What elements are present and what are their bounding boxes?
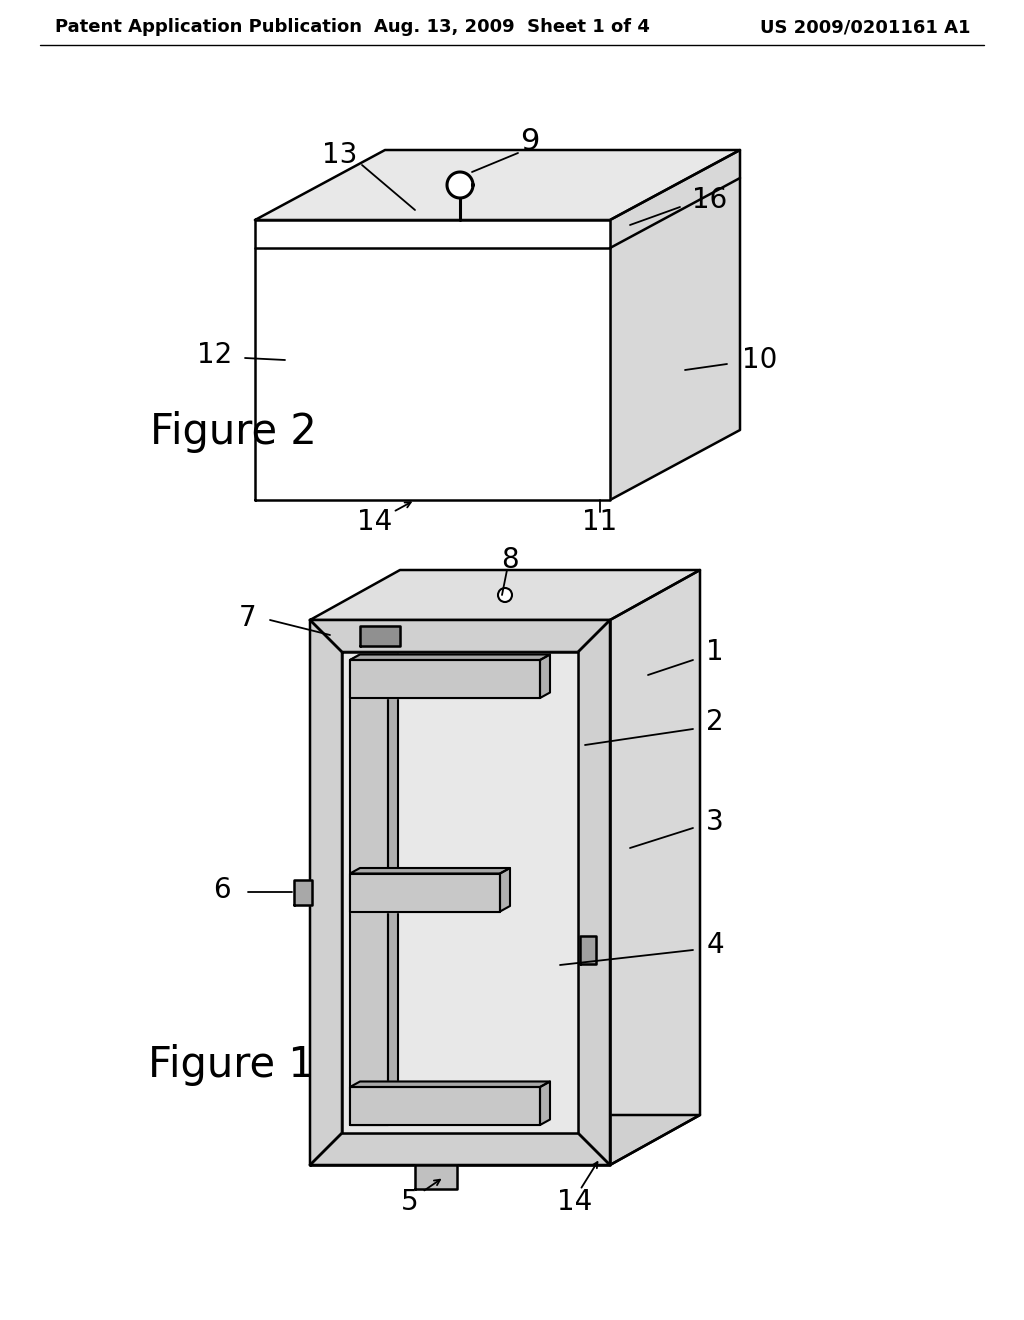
Polygon shape (255, 150, 740, 220)
Polygon shape (350, 1086, 540, 1125)
Polygon shape (580, 936, 596, 964)
Polygon shape (310, 620, 610, 1166)
Text: 9: 9 (520, 128, 540, 157)
Polygon shape (500, 869, 510, 912)
Polygon shape (388, 655, 398, 1125)
Polygon shape (360, 626, 400, 645)
Text: US 2009/0201161 A1: US 2009/0201161 A1 (760, 18, 970, 36)
Text: 4: 4 (707, 931, 724, 960)
Polygon shape (255, 220, 610, 500)
Polygon shape (310, 1115, 700, 1166)
Polygon shape (310, 620, 342, 1166)
Polygon shape (540, 655, 550, 698)
Text: 2: 2 (707, 708, 724, 737)
Polygon shape (447, 172, 473, 198)
Polygon shape (350, 655, 550, 660)
Text: 8: 8 (501, 546, 519, 574)
Text: Aug. 13, 2009  Sheet 1 of 4: Aug. 13, 2009 Sheet 1 of 4 (374, 18, 650, 36)
Polygon shape (610, 570, 700, 1166)
Text: 6: 6 (213, 876, 230, 904)
Polygon shape (350, 1081, 550, 1086)
Text: 1: 1 (707, 638, 724, 667)
Polygon shape (310, 620, 610, 652)
Polygon shape (578, 620, 610, 1166)
Polygon shape (350, 660, 388, 1125)
Polygon shape (310, 1133, 610, 1166)
Polygon shape (350, 655, 398, 660)
Text: Figure 1: Figure 1 (148, 1044, 314, 1086)
Text: 14: 14 (557, 1188, 593, 1216)
Polygon shape (310, 570, 700, 620)
Polygon shape (610, 150, 740, 500)
Text: 11: 11 (583, 508, 617, 536)
Text: 14: 14 (357, 508, 392, 536)
Polygon shape (350, 869, 510, 874)
Text: 13: 13 (323, 141, 357, 169)
Polygon shape (540, 1081, 550, 1125)
Text: 10: 10 (742, 346, 777, 374)
Polygon shape (350, 660, 540, 698)
Text: 7: 7 (240, 605, 257, 632)
Polygon shape (415, 1166, 457, 1189)
Text: Figure 2: Figure 2 (150, 411, 316, 453)
Circle shape (498, 587, 512, 602)
Text: 5: 5 (401, 1188, 419, 1216)
Polygon shape (342, 652, 578, 1133)
Text: 16: 16 (692, 186, 728, 214)
Text: 12: 12 (198, 341, 232, 370)
Text: Patent Application Publication: Patent Application Publication (55, 18, 362, 36)
Polygon shape (350, 874, 500, 912)
Polygon shape (294, 880, 312, 906)
Text: 3: 3 (707, 808, 724, 836)
